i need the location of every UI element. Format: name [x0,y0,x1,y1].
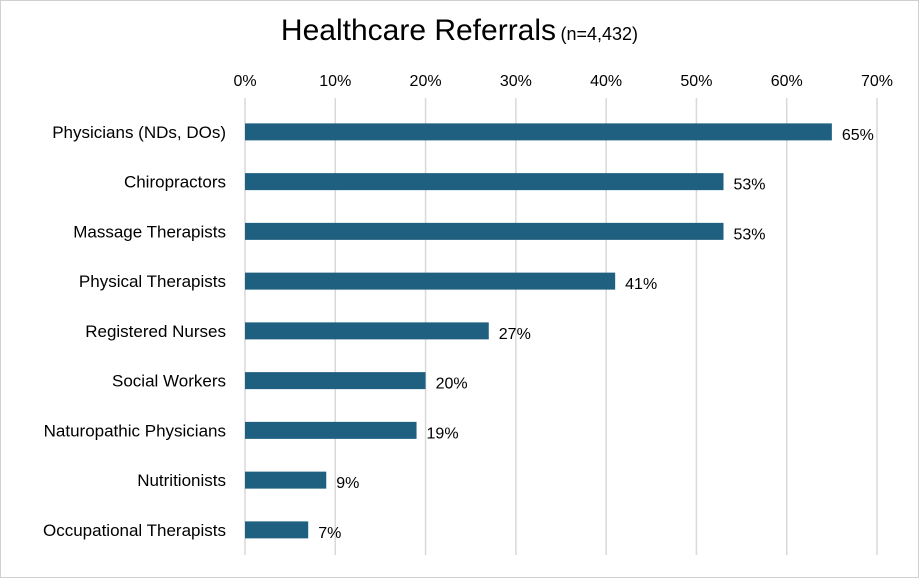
x-tick-label: 30% [500,73,532,90]
data-label: 20% [436,376,468,393]
data-label: 7% [318,525,341,542]
category-label: Physicians (NDs, DOs) [52,123,226,142]
data-label: 65% [842,127,874,144]
bar [245,123,832,141]
data-label: 53% [734,177,766,194]
category-label: Nutritionists [137,471,226,490]
chart-subtitle: (n=4,432) [560,24,639,44]
data-label: 53% [734,226,766,243]
data-label: 41% [625,276,657,293]
x-tick-label: 70% [861,73,893,90]
bar [245,173,724,191]
bar [245,372,426,390]
chart-title: Healthcare Referrals (n=4,432) [0,14,919,48]
x-tick-label: 60% [771,73,803,90]
x-tick-label: 20% [410,73,442,90]
x-tick-label: 10% [319,73,351,90]
bar [245,471,327,489]
category-label: Massage Therapists [73,222,226,241]
bar [245,272,616,290]
data-label: 9% [336,475,359,492]
x-tick-label: 0% [233,73,256,90]
data-label: 27% [499,326,531,343]
category-label: Registered Nurses [85,322,226,341]
category-label: Physical Therapists [79,272,226,291]
bar [245,421,417,439]
bar [245,322,489,340]
chart-title-main: Healthcare Referrals [280,14,557,47]
x-tick-label: 50% [680,73,712,90]
x-tick-label: 40% [590,73,622,90]
data-label: 19% [427,425,459,442]
category-label: Social Workers [112,372,226,391]
category-label: Chiropractors [124,173,226,192]
category-label: Occupational Therapists [43,521,226,540]
bar [245,222,724,240]
category-label: Naturopathic Physicians [44,421,226,440]
bar [245,521,309,539]
